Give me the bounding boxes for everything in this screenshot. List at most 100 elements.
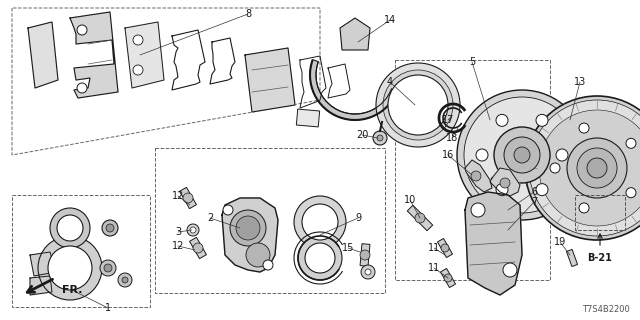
Circle shape bbox=[457, 90, 587, 220]
Circle shape bbox=[77, 83, 87, 93]
Circle shape bbox=[471, 171, 481, 181]
Text: T7S4B2200: T7S4B2200 bbox=[582, 305, 630, 314]
Circle shape bbox=[106, 224, 114, 232]
Text: 17: 17 bbox=[442, 115, 454, 125]
Bar bbox=[180, 187, 196, 209]
Circle shape bbox=[77, 25, 87, 35]
Bar bbox=[575, 195, 625, 230]
Circle shape bbox=[476, 149, 488, 161]
Circle shape bbox=[48, 246, 92, 290]
Circle shape bbox=[500, 178, 510, 188]
Circle shape bbox=[50, 208, 90, 248]
Circle shape bbox=[514, 147, 530, 163]
Text: FR.: FR. bbox=[61, 285, 83, 295]
Bar bbox=[440, 268, 456, 288]
Circle shape bbox=[377, 135, 383, 141]
Text: 20: 20 bbox=[356, 130, 368, 140]
Circle shape bbox=[236, 216, 260, 240]
Circle shape bbox=[464, 97, 580, 213]
Circle shape bbox=[536, 114, 548, 126]
Text: 1: 1 bbox=[105, 303, 111, 313]
Circle shape bbox=[193, 243, 203, 253]
Circle shape bbox=[503, 263, 517, 277]
Text: 10: 10 bbox=[404, 195, 416, 205]
Circle shape bbox=[539, 110, 640, 226]
Bar bbox=[296, 109, 319, 127]
Bar bbox=[407, 205, 433, 231]
Circle shape bbox=[444, 274, 452, 282]
Circle shape bbox=[361, 265, 375, 279]
Polygon shape bbox=[30, 276, 52, 295]
Circle shape bbox=[100, 260, 116, 276]
Polygon shape bbox=[125, 22, 164, 88]
Bar bbox=[155, 148, 385, 293]
Circle shape bbox=[388, 75, 448, 135]
Circle shape bbox=[626, 188, 636, 198]
Circle shape bbox=[550, 163, 560, 173]
Circle shape bbox=[294, 196, 346, 248]
Bar bbox=[189, 237, 207, 259]
Circle shape bbox=[246, 243, 270, 267]
Circle shape bbox=[183, 193, 193, 203]
Bar bbox=[438, 238, 452, 258]
Text: 15: 15 bbox=[342, 243, 354, 253]
Text: 14: 14 bbox=[384, 15, 396, 25]
Circle shape bbox=[223, 205, 233, 215]
Bar bbox=[566, 250, 577, 267]
Circle shape bbox=[230, 210, 266, 246]
Polygon shape bbox=[222, 198, 278, 272]
Circle shape bbox=[190, 227, 196, 233]
Bar bbox=[360, 244, 370, 266]
Bar bbox=[395, 60, 550, 280]
Polygon shape bbox=[70, 12, 118, 98]
Polygon shape bbox=[465, 192, 522, 295]
Circle shape bbox=[57, 215, 83, 241]
Text: 3: 3 bbox=[175, 227, 181, 237]
Circle shape bbox=[504, 137, 540, 173]
Circle shape bbox=[360, 250, 370, 260]
Circle shape bbox=[525, 96, 640, 240]
Text: 7: 7 bbox=[531, 197, 537, 207]
Polygon shape bbox=[310, 60, 397, 120]
Circle shape bbox=[577, 148, 617, 188]
Circle shape bbox=[415, 213, 425, 223]
Text: 8: 8 bbox=[245, 9, 251, 19]
Circle shape bbox=[496, 114, 508, 126]
Polygon shape bbox=[465, 160, 492, 192]
Circle shape bbox=[376, 63, 460, 147]
Text: 5: 5 bbox=[469, 57, 475, 67]
Text: 16: 16 bbox=[442, 150, 454, 160]
Circle shape bbox=[298, 236, 342, 280]
Text: 11: 11 bbox=[428, 263, 440, 273]
Text: 12: 12 bbox=[172, 241, 184, 251]
Circle shape bbox=[305, 243, 335, 273]
Polygon shape bbox=[245, 48, 295, 112]
Circle shape bbox=[567, 138, 627, 198]
Text: 13: 13 bbox=[574, 77, 586, 87]
Circle shape bbox=[133, 65, 143, 75]
Polygon shape bbox=[490, 168, 520, 196]
Circle shape bbox=[529, 100, 640, 236]
Circle shape bbox=[536, 184, 548, 196]
Circle shape bbox=[471, 203, 485, 217]
Text: 6: 6 bbox=[531, 187, 537, 197]
Circle shape bbox=[579, 203, 589, 213]
Text: 19: 19 bbox=[554, 237, 566, 247]
Text: 9: 9 bbox=[355, 213, 361, 223]
Circle shape bbox=[302, 204, 338, 240]
Circle shape bbox=[133, 35, 143, 45]
Bar bbox=[12, 195, 150, 307]
Circle shape bbox=[118, 273, 132, 287]
Circle shape bbox=[626, 138, 636, 148]
Text: 2: 2 bbox=[207, 213, 213, 223]
Polygon shape bbox=[340, 18, 370, 50]
Text: 12: 12 bbox=[172, 191, 184, 201]
Circle shape bbox=[383, 70, 453, 140]
Circle shape bbox=[587, 158, 607, 178]
Circle shape bbox=[579, 123, 589, 133]
Circle shape bbox=[38, 236, 102, 300]
Text: 4: 4 bbox=[387, 77, 393, 87]
Circle shape bbox=[496, 184, 508, 196]
Polygon shape bbox=[30, 252, 56, 276]
Circle shape bbox=[104, 264, 112, 272]
